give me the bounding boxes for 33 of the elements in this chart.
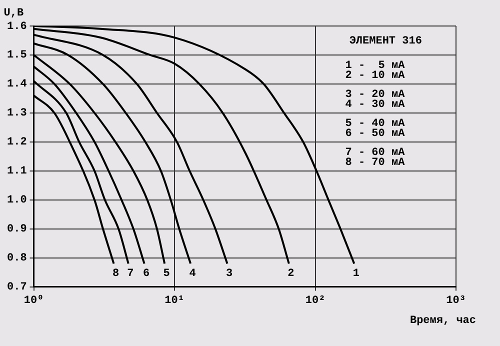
y-axis-title: U,B xyxy=(4,7,24,20)
y-tick-label: 0.7 xyxy=(6,282,27,294)
x-tick-label: 10² xyxy=(305,295,326,308)
annotation: 5 - 40 мА xyxy=(345,118,406,130)
annotation: 7 - 60 мА xyxy=(345,146,406,159)
y-tick-label: 1.5 xyxy=(6,50,28,62)
x-tick-label: 10⁰ xyxy=(24,294,44,308)
annotation: 3 - 20 мА xyxy=(345,88,406,101)
text: ЭЛЕМЕНТ 316 xyxy=(349,35,422,48)
y-tick-label: 0.8 xyxy=(6,252,28,265)
series-label: 5 xyxy=(163,268,170,280)
annotation: 8 - 70 мА xyxy=(345,156,406,169)
series-label: 6 xyxy=(143,268,150,280)
y-tick-label: 1.3 xyxy=(6,108,28,120)
y-tick-label: 1.0 xyxy=(6,194,27,207)
series-label: 7 xyxy=(127,268,134,280)
series-label: 2 xyxy=(288,268,294,280)
annotation: 6 - 50 мА xyxy=(345,128,406,140)
annotation: 2 - 10 мА xyxy=(345,70,406,82)
x-tick-label: 10¹ xyxy=(164,295,184,308)
series-label: 1 xyxy=(352,268,360,280)
annotation: 4 - 30 мА xyxy=(345,99,406,112)
x-axis-title: Время, час xyxy=(410,315,476,328)
y-tick-label: 1.6 xyxy=(6,20,27,33)
annotation: 1 - 5 мА xyxy=(345,60,406,72)
y-tick-label: 1.1 xyxy=(6,166,28,178)
series-label: 4 xyxy=(189,268,196,280)
y-tick-label: 1.4 xyxy=(6,78,28,91)
series-label: 3 xyxy=(226,268,233,280)
x-tick-label: 10³ xyxy=(446,295,466,308)
y-tick-label: 1.2 xyxy=(6,136,27,149)
series-label: 8 xyxy=(112,268,120,280)
y-tick-label: 0.9 xyxy=(6,224,27,236)
